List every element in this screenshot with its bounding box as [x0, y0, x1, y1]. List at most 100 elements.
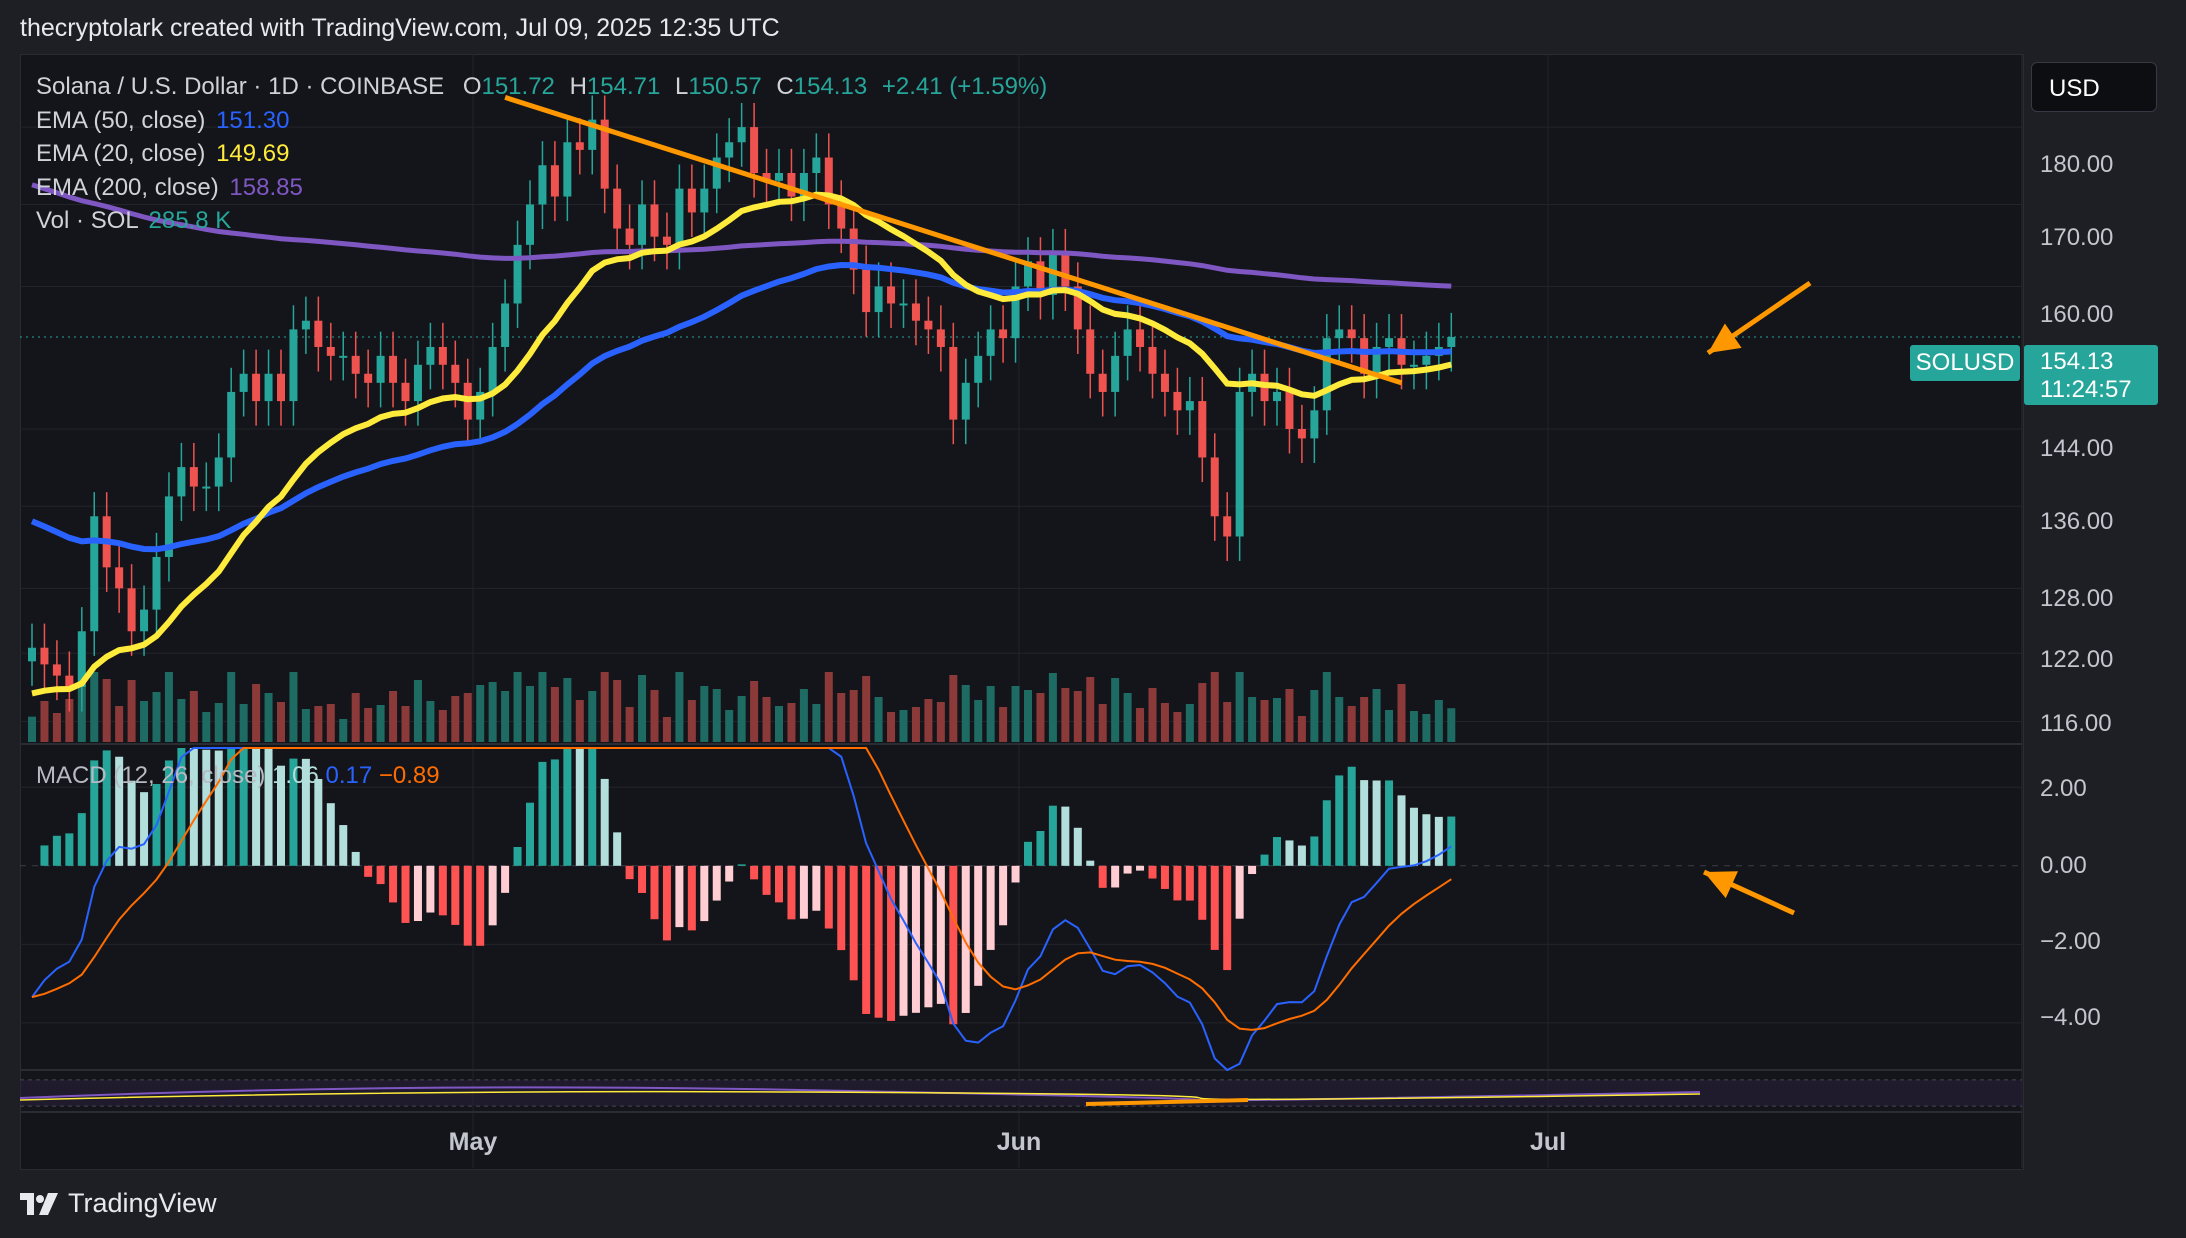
macd-histogram-bar	[538, 761, 547, 866]
volume-bar	[1372, 689, 1381, 742]
macd-histogram-bar	[1310, 836, 1319, 866]
macd-histogram-bar	[501, 865, 510, 893]
currency-selector[interactable]: USD	[2031, 62, 2157, 112]
candle-body	[563, 142, 572, 197]
candle-body	[812, 157, 821, 173]
price-tick-label: 160.00	[2040, 301, 2114, 328]
candle-body	[538, 165, 547, 205]
volume-bar	[376, 705, 385, 742]
trendline	[504, 95, 1403, 386]
volume-bar	[451, 696, 460, 742]
macd-histogram-bar	[252, 748, 261, 866]
candle-body	[1447, 337, 1456, 347]
macd-histogram-bar	[1447, 816, 1456, 866]
macd-histogram-bar	[750, 865, 759, 880]
candle-body	[1024, 261, 1032, 287]
macd-histogram-bar	[1160, 865, 1169, 889]
volume-bar	[650, 690, 659, 742]
candle-body	[1360, 338, 1369, 374]
legend-ohlc-row[interactable]: Solana / U.S. Dollar · 1D · COINBASE O15…	[36, 70, 1047, 104]
volume-bar	[837, 693, 846, 742]
macd-histogram-bar	[700, 865, 709, 922]
volume-bar	[351, 693, 360, 742]
macd-histogram-bar	[787, 865, 796, 920]
macd-histogram-bar	[1111, 865, 1120, 888]
price-tick-label: 144.00	[2040, 435, 2114, 462]
candle-body	[389, 355, 398, 383]
candle-body	[301, 320, 310, 330]
volume-bar	[401, 706, 410, 742]
volume-bar	[65, 699, 74, 742]
volume-bar	[949, 675, 958, 742]
legend-ema200-row[interactable]: EMA (200, close) 158.85	[36, 171, 1047, 205]
volume-bar	[52, 713, 61, 742]
volume-bar	[824, 672, 833, 742]
volume-bar	[115, 706, 124, 742]
legend-ema20-row[interactable]: EMA (20, close) 149.69	[36, 137, 1047, 171]
macd-histogram-bar	[737, 864, 746, 866]
legend-ema200-value: 158.85	[229, 173, 303, 201]
candle-body	[961, 382, 970, 420]
volume-bar	[986, 686, 995, 742]
macd-histogram-bar	[862, 865, 871, 1014]
volume-bar	[1160, 703, 1169, 742]
volume-bar	[1347, 706, 1356, 742]
candle-body	[189, 467, 198, 487]
macd-histogram-bar	[1185, 865, 1194, 901]
candle-body	[949, 346, 958, 420]
price-tick-label: 116.00	[2040, 710, 2112, 737]
volume-bar	[1185, 704, 1194, 742]
macd-histogram-bar	[65, 833, 74, 866]
candle-body	[737, 127, 746, 143]
legend-open: 151.72	[481, 73, 555, 100]
volume-bar	[862, 676, 871, 742]
volume-bar	[177, 699, 186, 742]
macd-histogram-bar	[1061, 806, 1070, 866]
volume-bar	[1173, 712, 1182, 742]
volume-bar	[1235, 672, 1244, 742]
candle-body	[837, 204, 846, 229]
candle-body	[1136, 329, 1145, 347]
candle-body	[152, 556, 161, 610]
legend-c-label: C	[776, 73, 794, 100]
volume-bar	[812, 704, 821, 742]
volume-bar	[799, 689, 808, 742]
macd-arrow-icon-head	[1704, 871, 1738, 899]
macd-histogram-bar	[1136, 865, 1145, 871]
candle-body	[588, 119, 597, 150]
volume-bar	[999, 707, 1008, 742]
macd-histogram-bar	[214, 750, 223, 866]
legend-vol-row[interactable]: Vol · SOL 285.8 K	[36, 204, 1047, 238]
candle-body	[314, 320, 323, 347]
candle-body	[862, 269, 871, 313]
legend-ema50-row[interactable]: EMA (50, close) 151.30	[36, 104, 1047, 138]
candle-body	[1322, 338, 1331, 411]
volume-bar	[737, 696, 746, 742]
last-price-value: 154.13	[2040, 348, 2114, 375]
macd-histogram-bar	[775, 865, 783, 903]
volume-bar	[1111, 678, 1120, 742]
candle-body	[339, 355, 348, 358]
volume-bar	[339, 719, 348, 742]
macd-histogram-bar	[488, 865, 497, 926]
legend-o-label: O	[462, 73, 482, 100]
macd-histogram-bar	[164, 760, 173, 866]
macd-histogram-bar	[1024, 841, 1032, 866]
volume-bar	[538, 672, 547, 742]
volume-bar	[1086, 677, 1095, 742]
macd-tick-label: 2.00	[2040, 775, 2087, 802]
legend-macd[interactable]: MACD (12, 26, close) 1.06 0.17 −0.89	[36, 762, 440, 790]
candle-body	[1198, 401, 1207, 458]
macd-histogram-bar	[102, 750, 111, 866]
candle-body	[874, 286, 883, 313]
candle-body	[501, 303, 510, 347]
macd-histogram-bar	[1260, 854, 1269, 866]
macd-histogram-bar	[1248, 865, 1257, 875]
legend-low: 150.57	[688, 73, 762, 100]
candle-body	[177, 467, 186, 497]
volume-bar	[264, 693, 273, 742]
brand-logo[interactable]: TradingView	[20, 1188, 217, 1219]
bar-countdown: 11:24:57	[2040, 376, 2132, 403]
macd-histogram-bar	[351, 851, 360, 866]
